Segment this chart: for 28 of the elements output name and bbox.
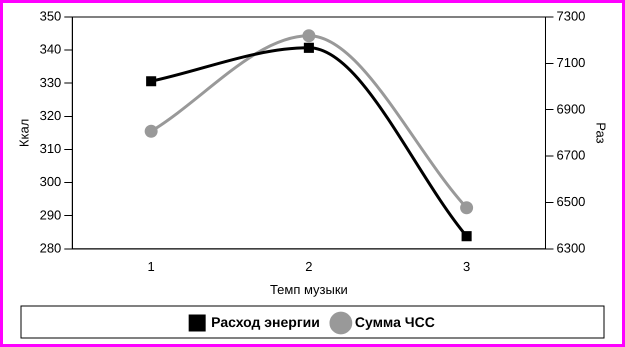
legend-label: Расход энергии — [211, 314, 320, 330]
x-axis-title: Темп музыки — [270, 282, 348, 297]
y2-tick-label: 6700 — [556, 148, 586, 163]
y-tick-label: 320 — [40, 108, 62, 123]
y2-tick-label: 6900 — [556, 101, 586, 116]
point — [304, 42, 314, 53]
y-axis-title: Ккал — [16, 118, 32, 148]
y-tick-label: 340 — [40, 42, 62, 57]
y2-tick-label: 6300 — [556, 240, 586, 256]
x-tick-label: 2 — [305, 259, 312, 274]
x-tick-label: 1 — [148, 259, 155, 274]
point — [462, 231, 472, 242]
y-tick-label: 310 — [40, 141, 62, 156]
y-tick-label: 280 — [40, 240, 62, 256]
y-tick-label: 300 — [40, 174, 62, 190]
y2-tick-label: 7300 — [556, 8, 586, 24]
y-tick-label: 330 — [40, 74, 62, 90]
x-tick-label: 3 — [463, 259, 470, 274]
y-tick-label: 350 — [40, 8, 62, 24]
point — [302, 29, 316, 42]
point — [460, 201, 474, 214]
y2-axis-title: Раз — [594, 122, 609, 144]
y-tick-label: 290 — [40, 207, 62, 222]
y2-tick-label: 7100 — [556, 54, 586, 70]
point — [146, 76, 156, 86]
y2-tick-label: 6500 — [556, 194, 586, 210]
legend-label: Сумма ЧСС — [354, 314, 435, 330]
point — [144, 124, 158, 138]
